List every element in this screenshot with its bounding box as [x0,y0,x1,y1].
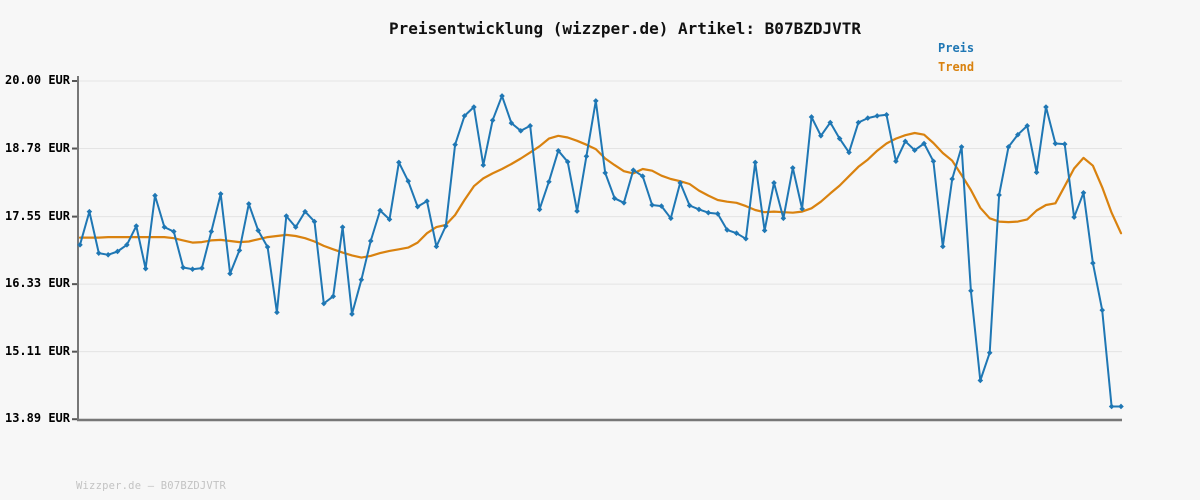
chart-legend: Preis Trend [938,39,974,77]
y-axis-label: 18.78 EUR [4,140,70,155]
chart-footer-watermark: Wizzper.de – B07BZDJVTR [76,480,226,492]
legend-item-trend: Trend [938,60,975,74]
y-axis-label: 16.33 EUR [4,276,70,291]
y-axis-label: 17.55 EUR [4,208,70,223]
y-axis-label: 20.00 EUR [4,73,70,87]
legend-item-preis: Preis [938,41,975,55]
y-axis-label: 15.11 EUR [4,343,70,358]
trend-line [78,131,1123,259]
y-axis-label: 13.89 EUR [4,411,70,426]
chart-title: Preisentwicklung (wizzper.de) Artikel: B… [388,19,862,38]
price-line [79,94,1122,408]
